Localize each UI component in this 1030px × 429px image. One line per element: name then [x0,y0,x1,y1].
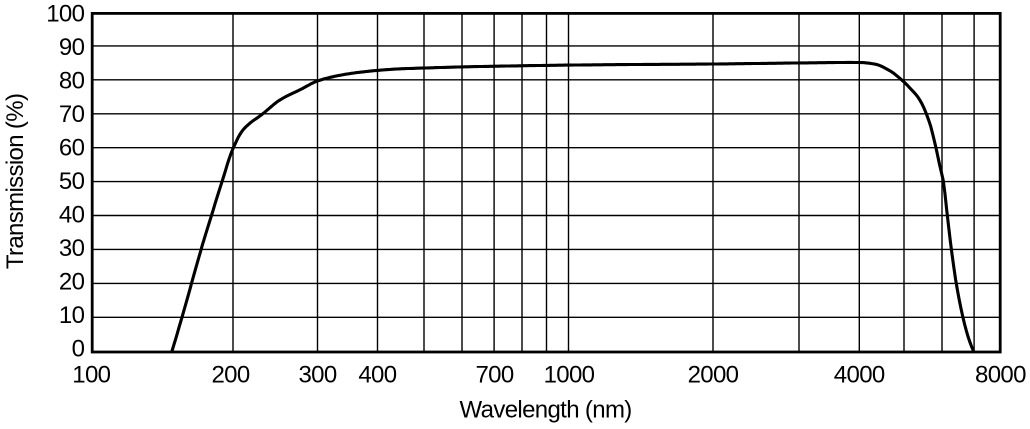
svg-text:1000: 1000 [544,361,595,388]
svg-text:60: 60 [59,134,85,161]
svg-text:700: 700 [475,361,513,388]
svg-text:20: 20 [59,268,85,295]
svg-text:50: 50 [59,168,85,195]
svg-text:400: 400 [358,361,396,388]
svg-text:100: 100 [72,361,110,388]
svg-text:8000: 8000 [975,361,1026,388]
svg-text:Wavelength (nm): Wavelength (nm) [460,397,632,424]
svg-text:0: 0 [72,335,85,362]
svg-text:80: 80 [59,67,85,94]
svg-text:90: 90 [59,34,85,61]
svg-text:200: 200 [211,361,249,388]
svg-text:Transmission (%): Transmission (%) [2,94,29,269]
svg-text:70: 70 [59,101,85,128]
svg-text:100: 100 [46,0,84,27]
svg-text:40: 40 [59,201,85,228]
svg-text:10: 10 [59,302,85,329]
svg-text:30: 30 [59,235,85,262]
svg-text:300: 300 [298,361,336,388]
svg-text:2000: 2000 [688,361,739,388]
svg-text:4000: 4000 [834,361,885,388]
